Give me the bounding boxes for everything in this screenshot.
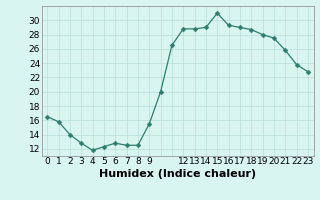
X-axis label: Humidex (Indice chaleur): Humidex (Indice chaleur) (99, 169, 256, 179)
